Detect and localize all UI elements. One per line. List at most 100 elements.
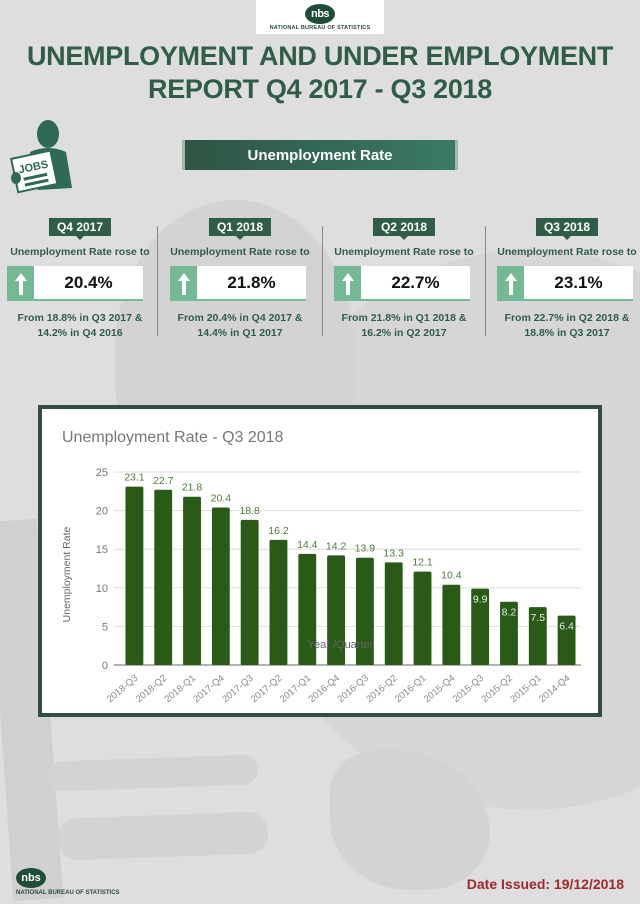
arrow-up-icon bbox=[334, 266, 361, 301]
kpi-comparison-line-1: From 21.8% in Q1 2018 & bbox=[341, 312, 467, 324]
bar-value-label: 13.9 bbox=[355, 543, 376, 555]
chart-frame: Unemployment Rate - Q3 2018 0 5 10 15 20 25 23… bbox=[38, 405, 602, 717]
arrow-up-icon bbox=[170, 266, 197, 301]
y-tick-label: 20 bbox=[96, 506, 108, 518]
nbs-logo-icon: nbs bbox=[16, 868, 46, 888]
kpi-comparison-line-1: From 18.8% in Q3 2017 & bbox=[17, 312, 143, 324]
x-tick-label: 2015-Q4 bbox=[422, 673, 457, 705]
kpi-comparison-line-2: 14.2% in Q4 2016 bbox=[37, 327, 123, 339]
x-tick-label: 2015-Q2 bbox=[479, 673, 514, 705]
kpi-card-q1-2018: Q1 2018 Unemployment Rate rose to 21.8% … bbox=[160, 216, 320, 346]
background-line-shape bbox=[57, 811, 269, 861]
kpi-value: 23.1% bbox=[554, 272, 603, 292]
kpi-comparison-line-1: From 20.4% in Q4 2017 & bbox=[177, 312, 303, 324]
bar bbox=[327, 555, 346, 665]
kpi-value-box: 20.4% bbox=[7, 266, 143, 301]
bar bbox=[413, 571, 432, 665]
date-issued: Date Issued: 19/12/2018 bbox=[466, 876, 624, 892]
kpi-card-q3-2018: Q3 2018 Unemployment Rate rose to 23.1% … bbox=[487, 216, 640, 346]
bar-value-label: 21.8 bbox=[182, 482, 203, 494]
nbs-logo-header: nbs NATIONAL BUREAU OF STATISTICS bbox=[256, 0, 384, 34]
divider bbox=[157, 226, 158, 336]
bar-value-label: 20.4 bbox=[211, 493, 232, 505]
kpi-value: 21.8% bbox=[227, 272, 276, 292]
kpi-quarter-tag: Q4 2017 bbox=[48, 218, 112, 240]
bar bbox=[154, 489, 173, 665]
kpi-value-box: 21.8% bbox=[170, 266, 306, 301]
kpi-label: Unemployment Rate rose to bbox=[170, 246, 310, 258]
bar-value-label: 10.4 bbox=[441, 570, 462, 582]
x-tick-label: 2015-Q3 bbox=[451, 673, 486, 705]
y-axis-label: Unemployment Rate bbox=[61, 526, 73, 622]
kpi-comparison: From 22.7% in Q2 2018 & 18.8% in Q3 2017 bbox=[487, 311, 640, 341]
bar bbox=[384, 562, 403, 665]
bar bbox=[269, 539, 288, 665]
kpi-value-box: 22.7% bbox=[334, 266, 470, 301]
kpi-quarter-tag: Q1 2018 bbox=[208, 218, 272, 240]
nbs-logo-footer: nbs NATIONAL BUREAU OF STATISTICS bbox=[16, 868, 120, 896]
bar-value-label: 22.7 bbox=[153, 475, 174, 487]
bar bbox=[471, 588, 490, 665]
bar-value-label: 13.3 bbox=[384, 547, 405, 559]
bar bbox=[240, 519, 259, 665]
background-line-shape bbox=[47, 754, 259, 792]
kpi-label: Unemployment Rate rose to bbox=[10, 246, 150, 258]
x-tick-label: 2016-Q4 bbox=[307, 673, 342, 705]
kpi-quarter-tag: Q2 2018 bbox=[372, 218, 436, 240]
jobs-person-icon: JOBS bbox=[9, 120, 72, 194]
chart-title: Unemployment Rate - Q3 2018 bbox=[62, 429, 284, 446]
bar bbox=[125, 486, 144, 665]
kpi-card-q4-2017: Q4 2017 Unemployment Rate rose to 20.4% … bbox=[0, 216, 160, 346]
bar bbox=[442, 584, 461, 665]
x-tick-label: 2018-Q2 bbox=[134, 673, 169, 705]
y-tick-label: 0 bbox=[102, 660, 108, 672]
bar bbox=[557, 615, 576, 665]
arrow-up-icon bbox=[497, 266, 524, 301]
kpi-comparison-line-1: From 22.7% in Q2 2018 & bbox=[504, 312, 630, 324]
bar-value-label: 23.1 bbox=[124, 472, 145, 484]
kpi-value: 22.7% bbox=[391, 272, 440, 292]
page-title: UNEMPLOYMENT AND UNDER EMPLOYMENT REPORT… bbox=[0, 40, 640, 106]
logo-text: NATIONAL BUREAU OF STATISTICS bbox=[269, 24, 371, 31]
divider bbox=[322, 226, 323, 336]
kpi-card-q2-2018: Q2 2018 Unemployment Rate rose to 22.7% … bbox=[324, 216, 484, 346]
bar-value-label: 12.1 bbox=[412, 557, 433, 569]
kpi-label: Unemployment Rate rose to bbox=[334, 246, 474, 258]
y-tick-label: 15 bbox=[96, 544, 108, 556]
nbs-logo-icon: nbs bbox=[305, 3, 335, 24]
bar-value-label: 16.2 bbox=[268, 525, 289, 537]
kpi-comparison-line-2: 14.4% in Q1 2017 bbox=[197, 327, 283, 339]
x-tick-label: 2016-Q3 bbox=[335, 673, 370, 705]
bar-chart: 0 5 10 15 20 25 23.1 2018-Q3 22.7 2018-Q2 21.8 2018… bbox=[61, 467, 581, 705]
x-tick-label: 2018-Q1 bbox=[163, 673, 198, 705]
x-tick-label: 2016-Q1 bbox=[393, 673, 428, 705]
bar-value-label: 18.8 bbox=[239, 505, 260, 517]
section-banner-unemployment-rate: Unemployment Rate bbox=[182, 140, 458, 170]
bar-value-label: 6.4 bbox=[559, 621, 574, 633]
kpi-value-box: 23.1% bbox=[497, 266, 633, 301]
bar bbox=[183, 496, 201, 665]
bar-value-label: 14.2 bbox=[326, 540, 347, 552]
kpi-value: 20.4% bbox=[64, 272, 113, 292]
x-tick-label: 2017-Q2 bbox=[249, 673, 284, 705]
x-tick-label: 2017-Q4 bbox=[191, 673, 226, 705]
x-tick-label: 2017-Q3 bbox=[220, 673, 255, 705]
divider bbox=[485, 226, 486, 336]
bar bbox=[298, 553, 317, 665]
y-tick-label: 5 bbox=[102, 621, 108, 633]
kpi-comparison-line-2: 18.8% in Q3 2017 bbox=[524, 327, 610, 339]
x-tick-label: 2018-Q3 bbox=[105, 673, 140, 705]
bar bbox=[528, 607, 547, 665]
x-tick-label: 2015-Q1 bbox=[508, 673, 543, 705]
x-tick-label: 2017-Q1 bbox=[278, 673, 313, 705]
bar-value-label: 9.9 bbox=[473, 594, 488, 606]
bar bbox=[355, 557, 374, 665]
kpi-label: Unemployment Rate rose to bbox=[497, 246, 637, 258]
logo-text: NATIONAL BUREAU OF STATISTICS bbox=[16, 890, 120, 896]
y-tick-label: 25 bbox=[96, 467, 108, 479]
kpi-comparison-line-2: 16.2% in Q2 2017 bbox=[361, 327, 447, 339]
x-tick-label: 2014-Q4 bbox=[537, 673, 572, 705]
bar-value-label: 7.5 bbox=[530, 612, 545, 624]
bar bbox=[211, 507, 230, 665]
bar-value-label: 14.4 bbox=[297, 539, 318, 551]
